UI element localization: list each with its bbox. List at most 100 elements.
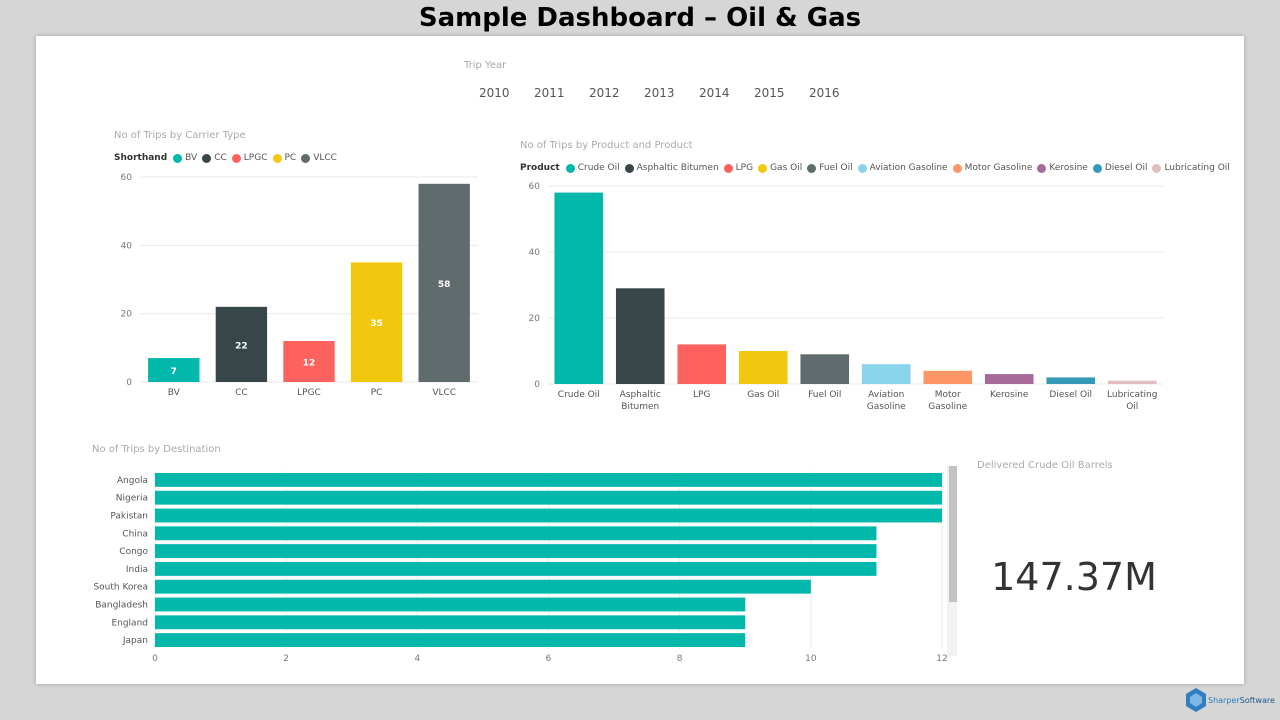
x-tick-label: Oil — [1126, 402, 1138, 412]
y-tick-label: 0 — [534, 380, 540, 390]
y-tick-label: Pakistan — [110, 512, 148, 522]
legend-label: Aviation Gasoline — [869, 163, 948, 173]
legend-label: BV — [185, 153, 198, 163]
legend-label: CC — [214, 153, 227, 163]
legend-swatch — [301, 153, 311, 163]
x-tick-label: 12 — [936, 654, 947, 664]
product-legend-title: Product — [520, 163, 560, 173]
bar-lpgc — [283, 341, 335, 382]
legend-swatch — [272, 153, 282, 163]
legend-swatch — [758, 163, 768, 173]
bar-cc — [215, 306, 268, 382]
y-tick-label: 40 — [529, 248, 541, 258]
y-tick-label: Bangladesh — [95, 601, 148, 611]
legend-item-gas-oil[interactable]: Gas Oil — [758, 163, 802, 173]
y-tick-label: Japan — [122, 636, 148, 646]
y-tick-label: India — [126, 565, 148, 575]
year-2016-option[interactable]: 2016 — [809, 86, 840, 100]
data-label: 22 — [235, 341, 248, 351]
legend-swatch — [857, 163, 867, 173]
legend-item-fuel-oil[interactable]: Fuel Oil — [807, 163, 853, 173]
x-tick-label: Gas Oil — [747, 390, 779, 400]
legend-swatch — [952, 163, 962, 173]
legend-label: Asphaltic Bitumen — [636, 163, 719, 173]
legend-swatch — [807, 163, 817, 173]
logo-icon — [1186, 688, 1206, 712]
x-tick-label: Diesel Oil — [1049, 390, 1092, 400]
legend-item-diesel-oil[interactable]: Diesel Oil — [1092, 163, 1148, 173]
sharpersoftware-logo: SharperSoftware — [1186, 688, 1275, 712]
carrier-chart-legend: Shorthand BV CC LPGC PC VLCC — [114, 153, 342, 163]
legend-label: PC — [284, 153, 297, 163]
x-tick-label: Crude Oil — [558, 390, 600, 400]
x-tick-label: 0 — [152, 654, 158, 664]
product-chart-title: No of Trips by Product and Product — [520, 140, 693, 151]
bar-bangladesh — [155, 597, 746, 612]
bar-crude-oil — [554, 192, 604, 384]
year-2015-option[interactable]: 2015 — [754, 86, 785, 100]
legend-swatch — [565, 163, 575, 173]
y-tick-label: Angola — [117, 476, 148, 486]
year-2010-option[interactable]: 2010 — [479, 86, 510, 100]
legend-item-lpgc[interactable]: LPGC — [231, 153, 268, 163]
x-tick-label: VLCC — [432, 388, 456, 398]
legend-item-crude-oil[interactable]: Crude Oil — [565, 163, 620, 173]
legend-swatch — [231, 153, 241, 163]
bar-aviation-gasoline — [861, 364, 911, 384]
x-tick-label: 4 — [414, 654, 420, 664]
legend-item-aviation-gasoline[interactable]: Aviation Gasoline — [857, 163, 948, 173]
legend-label: Diesel Oil — [1104, 163, 1148, 173]
x-tick-label: Asphaltic — [620, 390, 661, 400]
y-tick-label: 40 — [121, 241, 133, 251]
bar-pc — [350, 262, 403, 382]
bar-kerosine — [984, 374, 1034, 384]
legend-item-lpg[interactable]: LPG — [723, 163, 754, 173]
bar-england — [155, 615, 746, 630]
x-tick-label: BV — [168, 388, 181, 398]
legend-label: Crude Oil — [577, 163, 620, 173]
legend-item-asphaltic-bitumen[interactable]: Asphaltic Bitumen — [624, 163, 719, 173]
dashboard-title: Sample Dashboard – Oil & Gas — [418, 3, 862, 33]
bar-india — [155, 561, 877, 576]
bar-lpg — [677, 344, 727, 384]
legend-label: Gas Oil — [770, 163, 803, 173]
destination-scrollbar-thumb[interactable] — [949, 466, 957, 602]
x-tick-label: Gasoline — [867, 402, 906, 412]
bar-vlcc — [418, 183, 470, 382]
y-tick-label: England — [111, 618, 148, 628]
y-tick-label: 20 — [121, 310, 133, 320]
legend-label: Kerosine — [1049, 163, 1088, 173]
bar-congo — [155, 544, 877, 559]
bar-nigeria — [155, 490, 942, 505]
legend-item-lubricating-oil[interactable]: Lubricating Oil — [1152, 163, 1230, 173]
legend-label: Motor Gasoline — [964, 163, 1033, 173]
y-tick-label: 20 — [529, 314, 541, 324]
data-label: 7 — [171, 367, 177, 377]
legend-label: LPG — [735, 163, 754, 173]
legend-item-kerosine[interactable]: Kerosine — [1037, 163, 1088, 173]
legend-item-pc[interactable]: PC — [272, 153, 297, 163]
legend-swatch — [624, 163, 634, 173]
product-bar-chart: 0 20 40 60 Crude Oil Asphaltic Bitumen LPG Gas O… — [529, 182, 1163, 412]
x-tick-label: Kerosine — [990, 390, 1029, 400]
kpi-card-value: 147.37M — [991, 555, 1157, 599]
data-label: 58 — [438, 280, 451, 290]
legend-item-motor-gasoline[interactable]: Motor Gasoline — [952, 163, 1033, 173]
data-label: 12 — [303, 359, 316, 369]
year-2011-option[interactable]: 2011 — [534, 86, 565, 100]
legend-label: Lubricating Oil — [1164, 163, 1230, 173]
slicer-title: Trip Year — [464, 60, 507, 71]
destination-chart-title: No of Trips by Destination — [92, 444, 221, 455]
year-2012-option[interactable]: 2012 — [589, 86, 620, 100]
legend-item-cc[interactable]: CC — [202, 153, 227, 163]
carrier-legend-title: Shorthand — [114, 153, 168, 163]
legend-item-bv[interactable]: BV — [173, 153, 197, 163]
legend-swatch — [173, 153, 183, 163]
legend-swatch — [1152, 163, 1162, 173]
x-tick-label: Lubricating — [1107, 390, 1157, 400]
x-tick-label: CC — [235, 388, 248, 398]
year-2014-option[interactable]: 2014 — [699, 86, 730, 100]
carrier-bar-chart: 0 20 40 60 7 BV 22 CC 12 LPGC 35 PC 58 VLCC — [121, 173, 478, 398]
year-2013-option[interactable]: 2013 — [644, 86, 675, 100]
legend-item-vlcc[interactable]: VLCC — [301, 153, 337, 163]
